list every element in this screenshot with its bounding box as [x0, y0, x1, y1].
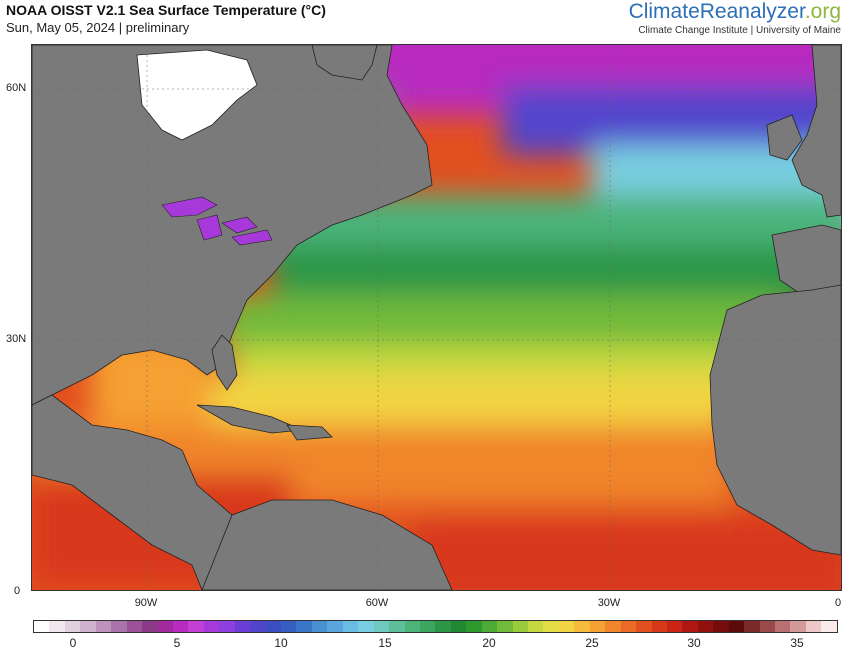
colorbar-swatch	[49, 621, 65, 632]
colorbar-swatch	[620, 621, 637, 632]
temperature-colorbar	[33, 620, 838, 633]
colorbar-swatch	[373, 621, 390, 632]
colorbar-swatch	[558, 621, 575, 632]
colorbar-swatch	[574, 621, 590, 632]
colorbar-swatch	[605, 621, 621, 632]
lat-label-60n: 60N	[6, 82, 27, 94]
colorbar-swatch	[327, 621, 343, 632]
brand-logo[interactable]: ClimateReanalyzer.org Climate Change Ins…	[629, 0, 841, 36]
graticule	[32, 45, 841, 590]
colorbar-swatch	[142, 621, 158, 632]
florida	[211, 334, 238, 391]
colorbar-swatch	[435, 621, 451, 632]
colorbar-swatch	[157, 621, 173, 632]
colorbar-swatch	[697, 621, 714, 632]
colorbar-tick-0: 0	[69, 636, 77, 650]
hispaniola	[286, 424, 333, 441]
colorbar-swatch	[95, 621, 112, 632]
colorbar-swatch	[497, 621, 513, 632]
colorbar-swatch	[666, 621, 683, 632]
colorbar-swatch	[250, 621, 266, 632]
colorbar-swatch	[64, 621, 81, 632]
colorbar-swatch	[281, 621, 297, 632]
colorbar-swatch	[682, 621, 698, 632]
brand-word-org: .org	[804, 0, 841, 23]
colorbar-swatch	[80, 621, 96, 632]
map-title: NOAA OISST V2.1 Sea Surface Temperature …	[6, 2, 326, 18]
colorbar-swatch	[466, 621, 482, 632]
colorbar-swatch	[34, 621, 50, 632]
colorbar-swatch	[481, 621, 498, 632]
colorbar-tick-20: 20	[482, 636, 496, 650]
colorbar-swatch	[126, 621, 143, 632]
colorbar-swatch	[188, 621, 204, 632]
colorbar-swatch	[219, 621, 235, 632]
south-america	[201, 499, 453, 590]
colorbar-swatch	[234, 621, 251, 632]
lon-label-60w: 60W	[365, 597, 389, 609]
brand-word-reanalyzer: Reanalyzer	[699, 0, 805, 23]
colorbar-swatch	[265, 621, 281, 632]
colorbar-swatch	[589, 621, 606, 632]
great-lakes	[161, 196, 273, 246]
british-isles	[766, 114, 803, 161]
greenland	[311, 45, 378, 81]
colorbar-swatch	[821, 621, 837, 632]
colorbar-swatch	[775, 621, 791, 632]
sst-map-canvas	[32, 45, 841, 590]
colorbar-swatch	[512, 621, 528, 632]
colorbar-swatch	[651, 621, 667, 632]
lat-label-30n: 30N	[6, 333, 27, 345]
colorbar-swatch	[419, 621, 436, 632]
colorbar-swatch	[805, 621, 822, 632]
colorbar-swatch	[528, 621, 544, 632]
colorbar-swatch	[203, 621, 220, 632]
colorbar-tick-5: 5	[173, 636, 181, 650]
colorbar-tick-30: 30	[687, 636, 701, 650]
brand-word-climate: Climate	[628, 0, 700, 23]
colorbar-swatch	[404, 621, 420, 632]
brand-wordmark: ClimateReanalyzer.org	[629, 0, 841, 24]
lat-label-0: 0	[14, 585, 21, 597]
colorbar-swatch	[358, 621, 374, 632]
sea-ice	[136, 49, 258, 141]
lon-label-90w: 90W	[134, 597, 158, 609]
colorbar-swatch	[759, 621, 775, 632]
map-subtitle: Sun, May 05, 2024 | preliminary	[6, 20, 190, 35]
colorbar-swatch	[450, 621, 467, 632]
colorbar-swatch	[713, 621, 729, 632]
lon-label-0: 0	[834, 597, 842, 609]
colorbar-tick-25: 25	[585, 636, 599, 650]
colorbar-swatch	[389, 621, 405, 632]
sst-map[interactable]	[31, 44, 842, 591]
colorbar-swatch	[744, 621, 760, 632]
colorbar-swatch	[311, 621, 328, 632]
colorbar-swatch	[790, 621, 806, 632]
colorbar-swatch	[636, 621, 652, 632]
colorbar-swatch	[728, 621, 745, 632]
lon-label-30w: 30W	[597, 597, 621, 609]
africa	[709, 284, 841, 556]
colorbar-tick-35: 35	[790, 636, 804, 650]
colorbar-swatch	[342, 621, 359, 632]
colorbar-swatch	[172, 621, 189, 632]
colorbar-swatch	[543, 621, 559, 632]
europe	[791, 45, 841, 218]
brand-subtitle: Climate Change Institute | University of…	[638, 25, 841, 36]
colorbar-tick-10: 10	[274, 636, 288, 650]
colorbar-swatch	[111, 621, 127, 632]
iberia	[771, 224, 841, 296]
colorbar-tick-15: 15	[378, 636, 392, 650]
colorbar-swatch	[296, 621, 312, 632]
